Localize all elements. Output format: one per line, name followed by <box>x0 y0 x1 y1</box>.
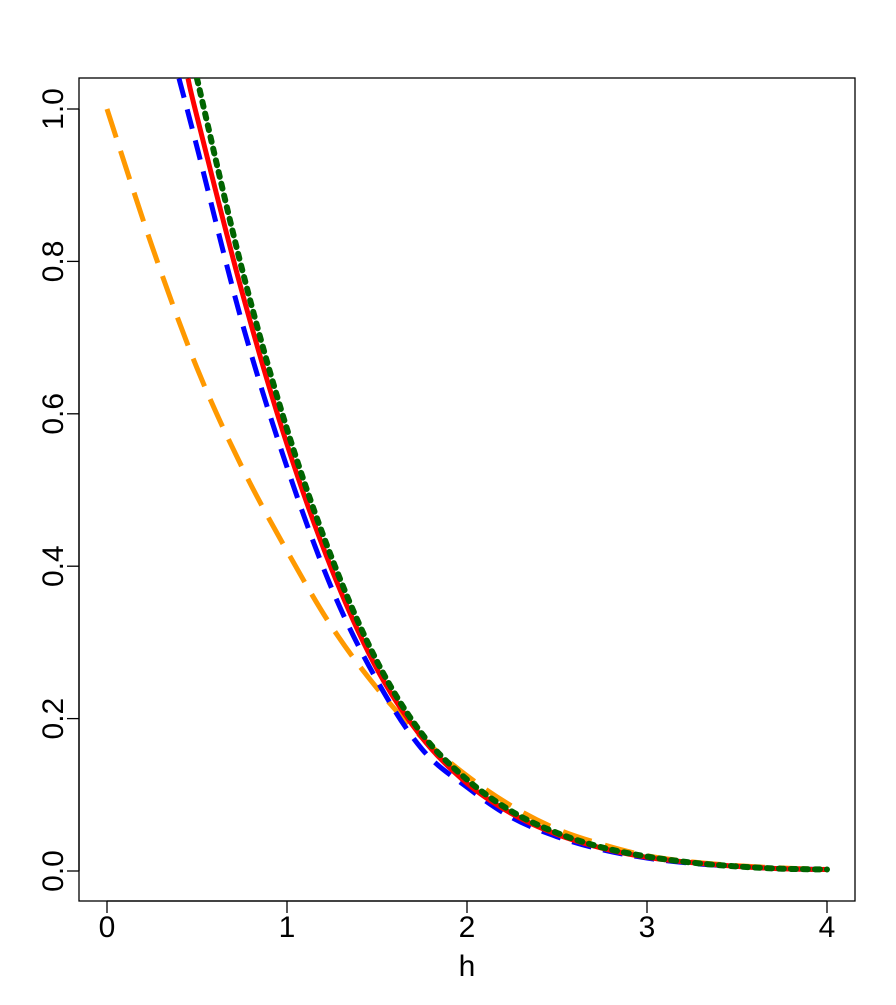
y-tick-label: 0.8 <box>37 241 70 283</box>
y-tick-label: 0.4 <box>37 545 70 587</box>
x-tick-label: 1 <box>279 911 296 944</box>
y-axis: 0.0 0.2 0.4 0.6 0.8 1.0 <box>37 88 80 892</box>
x-tick-label: 0 <box>99 911 116 944</box>
series-line-2 <box>176 78 828 872</box>
y-tick-label: 0.0 <box>37 850 70 892</box>
y-tick-label: 0.2 <box>37 698 70 740</box>
series-layer <box>104 78 830 873</box>
x-tick-label: 4 <box>819 911 836 944</box>
x-axis: 0 1 2 3 4 <box>99 900 836 944</box>
y-tick-label: 1.0 <box>37 88 70 130</box>
series-line-3 <box>185 78 828 872</box>
x-tick-label: 3 <box>639 911 656 944</box>
y-tick-label: 0.6 <box>37 393 70 435</box>
series-line-4 <box>194 78 830 873</box>
x-axis-label: h <box>459 950 476 983</box>
x-tick-label: 2 <box>459 911 476 944</box>
series-line-1 <box>104 108 828 872</box>
